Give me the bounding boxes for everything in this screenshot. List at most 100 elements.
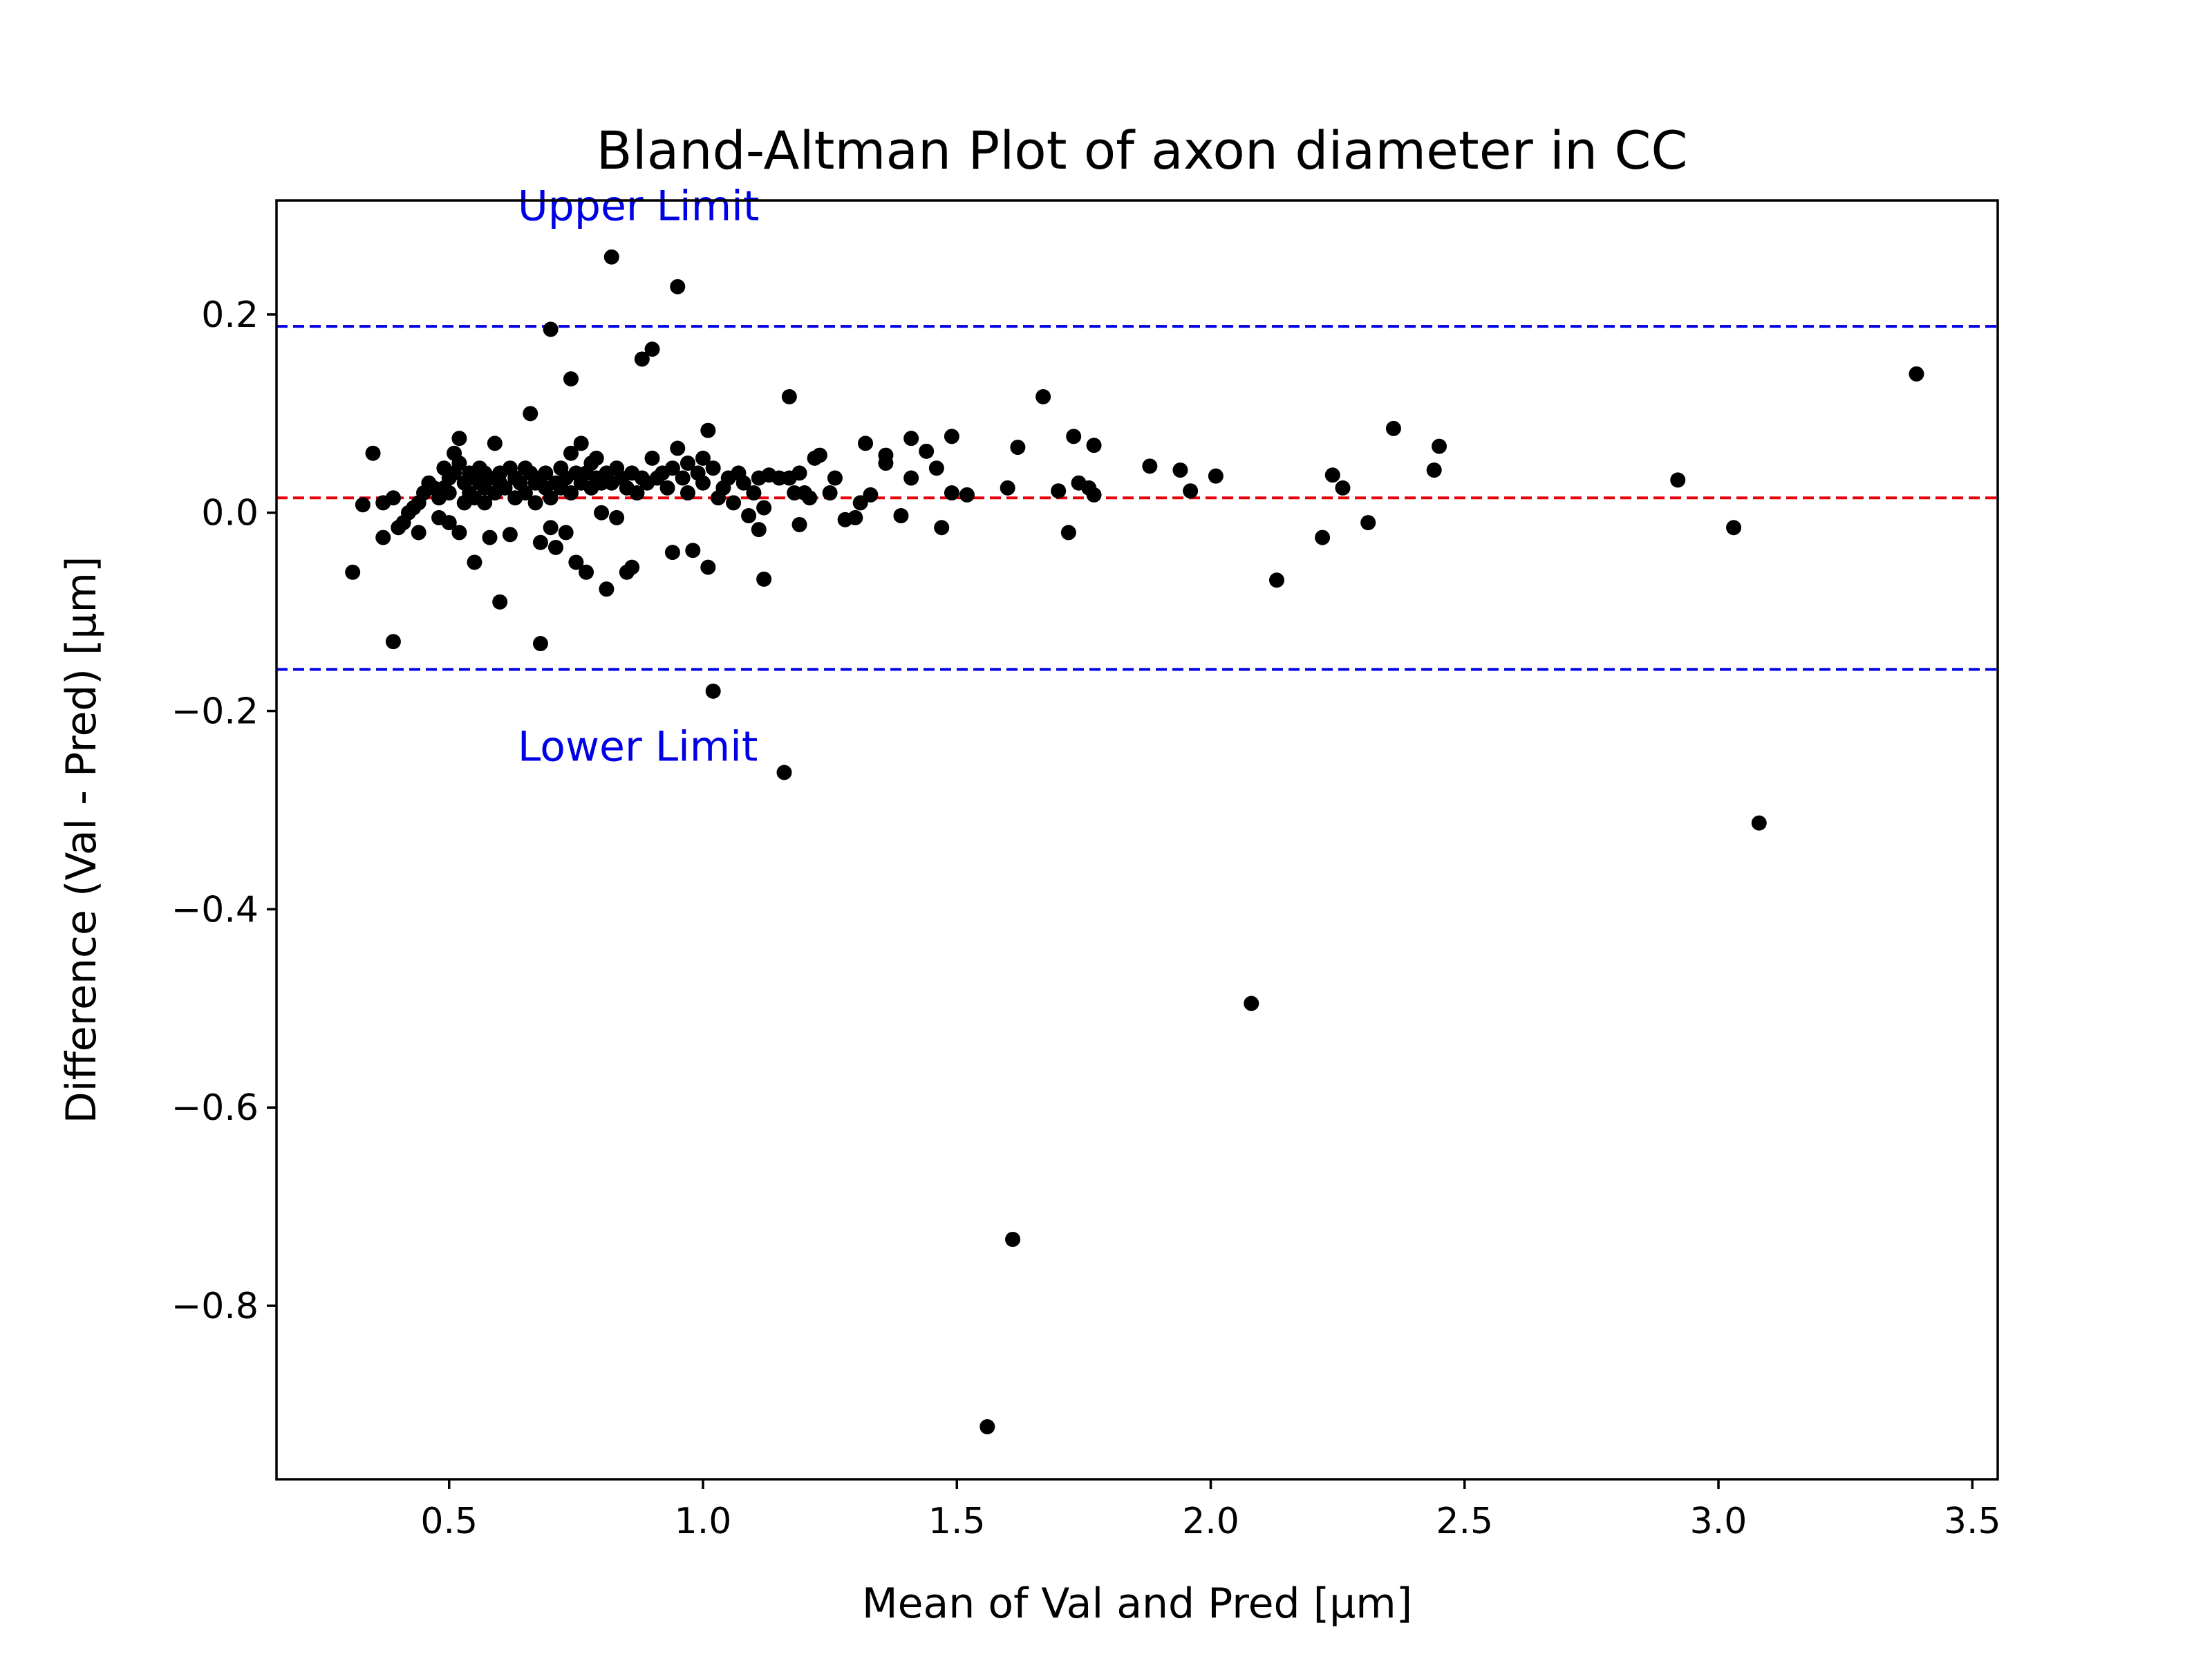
data-point [502, 527, 518, 543]
x-tick-label: 0.5 [420, 1501, 478, 1542]
data-point [568, 554, 584, 570]
data-point [791, 465, 807, 481]
data-point [928, 460, 944, 476]
data-point [451, 431, 467, 447]
data-point [563, 445, 579, 461]
data-point [944, 485, 959, 501]
data-point [543, 321, 559, 337]
data-point [1244, 995, 1259, 1011]
data-point [791, 516, 807, 532]
data-point [594, 505, 610, 521]
data-point [675, 470, 691, 486]
data-point [664, 460, 680, 476]
data-point [756, 571, 772, 587]
data-point [1208, 468, 1224, 484]
data-point [1172, 462, 1188, 478]
data-point [563, 485, 579, 501]
data-point [609, 509, 625, 525]
data-point [543, 490, 559, 506]
data-point [624, 559, 640, 575]
data-point [980, 1418, 995, 1434]
data-point [588, 450, 604, 466]
data-point [523, 406, 538, 422]
data-point [726, 495, 742, 511]
data-point [670, 440, 686, 456]
data-point [558, 525, 574, 541]
data-point [1315, 529, 1331, 545]
annotations: Upper Limit Lower Limit [518, 182, 759, 771]
data-point [903, 470, 919, 486]
x-tick-label: 1.0 [675, 1501, 732, 1542]
data-point [1086, 487, 1102, 503]
data-point [822, 485, 838, 501]
data-point [751, 522, 767, 538]
data-point [517, 485, 533, 501]
data-point [603, 249, 619, 265]
data-point [1426, 462, 1442, 478]
x-tick-label: 3.5 [1944, 1501, 2001, 1542]
data-point [959, 487, 975, 503]
data-point [863, 487, 879, 503]
data-point [1183, 483, 1199, 499]
data-point [812, 447, 827, 463]
data-point [934, 520, 950, 536]
data-point [679, 456, 695, 471]
x-tick-label: 1.5 [928, 1501, 986, 1542]
data-point [1010, 440, 1026, 456]
data-points [345, 249, 1924, 1434]
data-point [634, 351, 650, 367]
x-tick-label: 3.0 [1690, 1501, 1747, 1542]
plot-frame [275, 199, 1999, 1481]
data-point [1360, 515, 1376, 531]
data-point [1066, 429, 1082, 444]
data-point [1335, 480, 1351, 496]
data-point [441, 515, 457, 531]
y-tick-label: −0.8 [171, 1286, 259, 1327]
data-point [411, 525, 427, 541]
data-point [741, 508, 757, 524]
data-point [345, 564, 361, 580]
data-point [543, 520, 559, 536]
data-point [1385, 420, 1401, 436]
data-point [451, 456, 467, 471]
data-point [1051, 483, 1067, 499]
data-point [477, 495, 493, 511]
data-point [685, 543, 701, 559]
y-tick-label: −0.2 [171, 691, 259, 733]
data-point [944, 429, 959, 444]
data-point [781, 388, 797, 404]
y-tick-label: 0.0 [201, 493, 259, 534]
data-point [746, 485, 762, 501]
data-point [664, 545, 680, 561]
data-point [1086, 438, 1102, 453]
y-axis-ticks: 0.2 0.0 −0.2 −0.4 −0.6 −0.8 [171, 294, 276, 1327]
upper-limit-annotation: Upper Limit [518, 182, 759, 231]
data-point [1432, 438, 1447, 454]
data-point [756, 500, 772, 516]
data-point [375, 529, 391, 545]
data-point [695, 475, 711, 491]
data-point [644, 450, 660, 466]
data-point [538, 465, 554, 481]
data-point [1000, 480, 1015, 496]
data-point [802, 490, 818, 506]
data-point [467, 554, 482, 570]
data-point [700, 559, 716, 575]
data-point [858, 435, 874, 451]
data-point [735, 475, 751, 491]
data-point [629, 485, 645, 501]
data-point [644, 341, 660, 357]
x-axis-label: Mean of Val and Pred [µm] [862, 1580, 1412, 1628]
y-tick-label: −0.4 [171, 889, 259, 930]
x-axis-ticks: 0.5 1.0 1.5 2.0 2.5 3.0 3.5 [420, 1479, 2001, 1542]
data-point [1670, 472, 1686, 488]
data-point [547, 539, 563, 555]
y-axis-label: Difference (Val - Pred) [µm] [57, 556, 106, 1124]
data-point [919, 443, 935, 459]
data-point [532, 636, 548, 652]
data-point [847, 509, 863, 525]
data-point [705, 460, 721, 476]
data-point [695, 450, 711, 466]
data-point [1142, 458, 1158, 474]
